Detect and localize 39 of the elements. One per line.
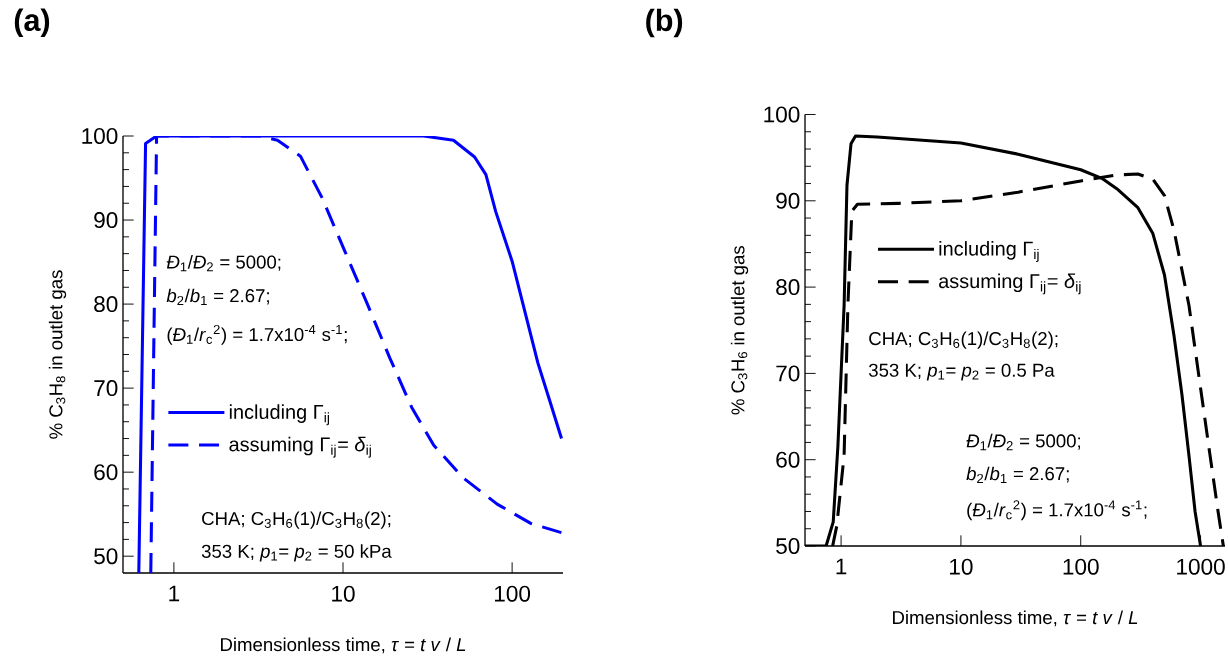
text: CHA; C$_{3}$H$_{6}$(1)/C$_{3}$H$_{8}$(2); <box>869 331 1058 349</box>
y-tick-label: 100 <box>764 106 800 123</box>
y-tick-label: 50 <box>776 538 800 554</box>
x-tick-label: 1000 <box>1177 558 1225 575</box>
legend-label: including Γ$_{ij}$ <box>229 404 329 426</box>
x-tick-label: 10 <box>950 558 973 575</box>
y-tick-label: 80 <box>776 279 800 296</box>
x-tick-label: 1 <box>169 585 180 602</box>
x-axis-title: Dimensionless time, τ = t v / L <box>221 637 466 654</box>
legend-label: assuming Γ$_{ij}$= δ$_{ij}$ <box>939 273 1081 295</box>
text: (Đ$_{1}$/r$_{c}$$^{2}$) = 1.7x10$^{-4}$ s$^{-1}$; <box>967 500 1147 521</box>
y-tick-label: 70 <box>94 380 118 397</box>
y-tick-label: 50 <box>94 548 118 565</box>
y-tick-label: 70 <box>776 365 800 382</box>
y-axis-title: % C$_{3}$H$_{8}$ in outlet gas <box>48 270 67 439</box>
annotation: Đ$_{1}$/Đ$_{2}$ = 5000; <box>966 433 1080 451</box>
y-axis-title: % C$_{3}$H$_{6}$ in outlet gas <box>730 246 749 415</box>
y-tick-label: 60 <box>94 464 118 481</box>
y-tick-label: 100 <box>82 128 118 144</box>
legend-label: including Γ$_{ij}$ <box>939 241 1039 262</box>
annotation: 353 K; p$_{1}$= p$_{2}$ = 50 kPa <box>201 544 392 562</box>
annotation: Đ$_{1}$/Đ$_{2}$ = 5000; <box>166 254 281 272</box>
x-tick-label: 10 <box>332 585 355 602</box>
chart-title: (a) <box>14 8 50 38</box>
y-tick-label: 60 <box>776 451 800 468</box>
annotation: b$_{2}$/b$_{1}$ = 2.67; <box>966 466 1069 483</box>
x-tick-label: 1 <box>836 558 847 575</box>
x-axis-title: Dimensionless time, τ = t v / L <box>893 610 1138 627</box>
y-tick-label: 90 <box>776 192 800 209</box>
legend-label: assuming Γ$_{ij}$= δ$_{ij}$ <box>229 436 371 458</box>
x-tick-label: 100 <box>495 585 531 602</box>
chart-title: (b) <box>646 8 683 38</box>
x-tick-label: 100 <box>1063 558 1099 575</box>
y-tick-label: 80 <box>94 296 118 313</box>
text: CHA; C$_{3}$H$_{6}$(1)/C$_{3}$H$_{8}$(2); <box>202 511 391 529</box>
annotation: 353 K; p$_{1}$= p$_{2}$ = 0.5 Pa <box>868 363 1055 381</box>
y-tick-label: 90 <box>94 212 118 229</box>
annotation: b$_{2}$/b$_{1}$ = 2.67; <box>166 288 269 305</box>
text: (Đ$_{1}$/r$_{c}$$^{2}$) = 1.7x10$^{-4}$ s$^{-1}$; <box>167 324 347 345</box>
